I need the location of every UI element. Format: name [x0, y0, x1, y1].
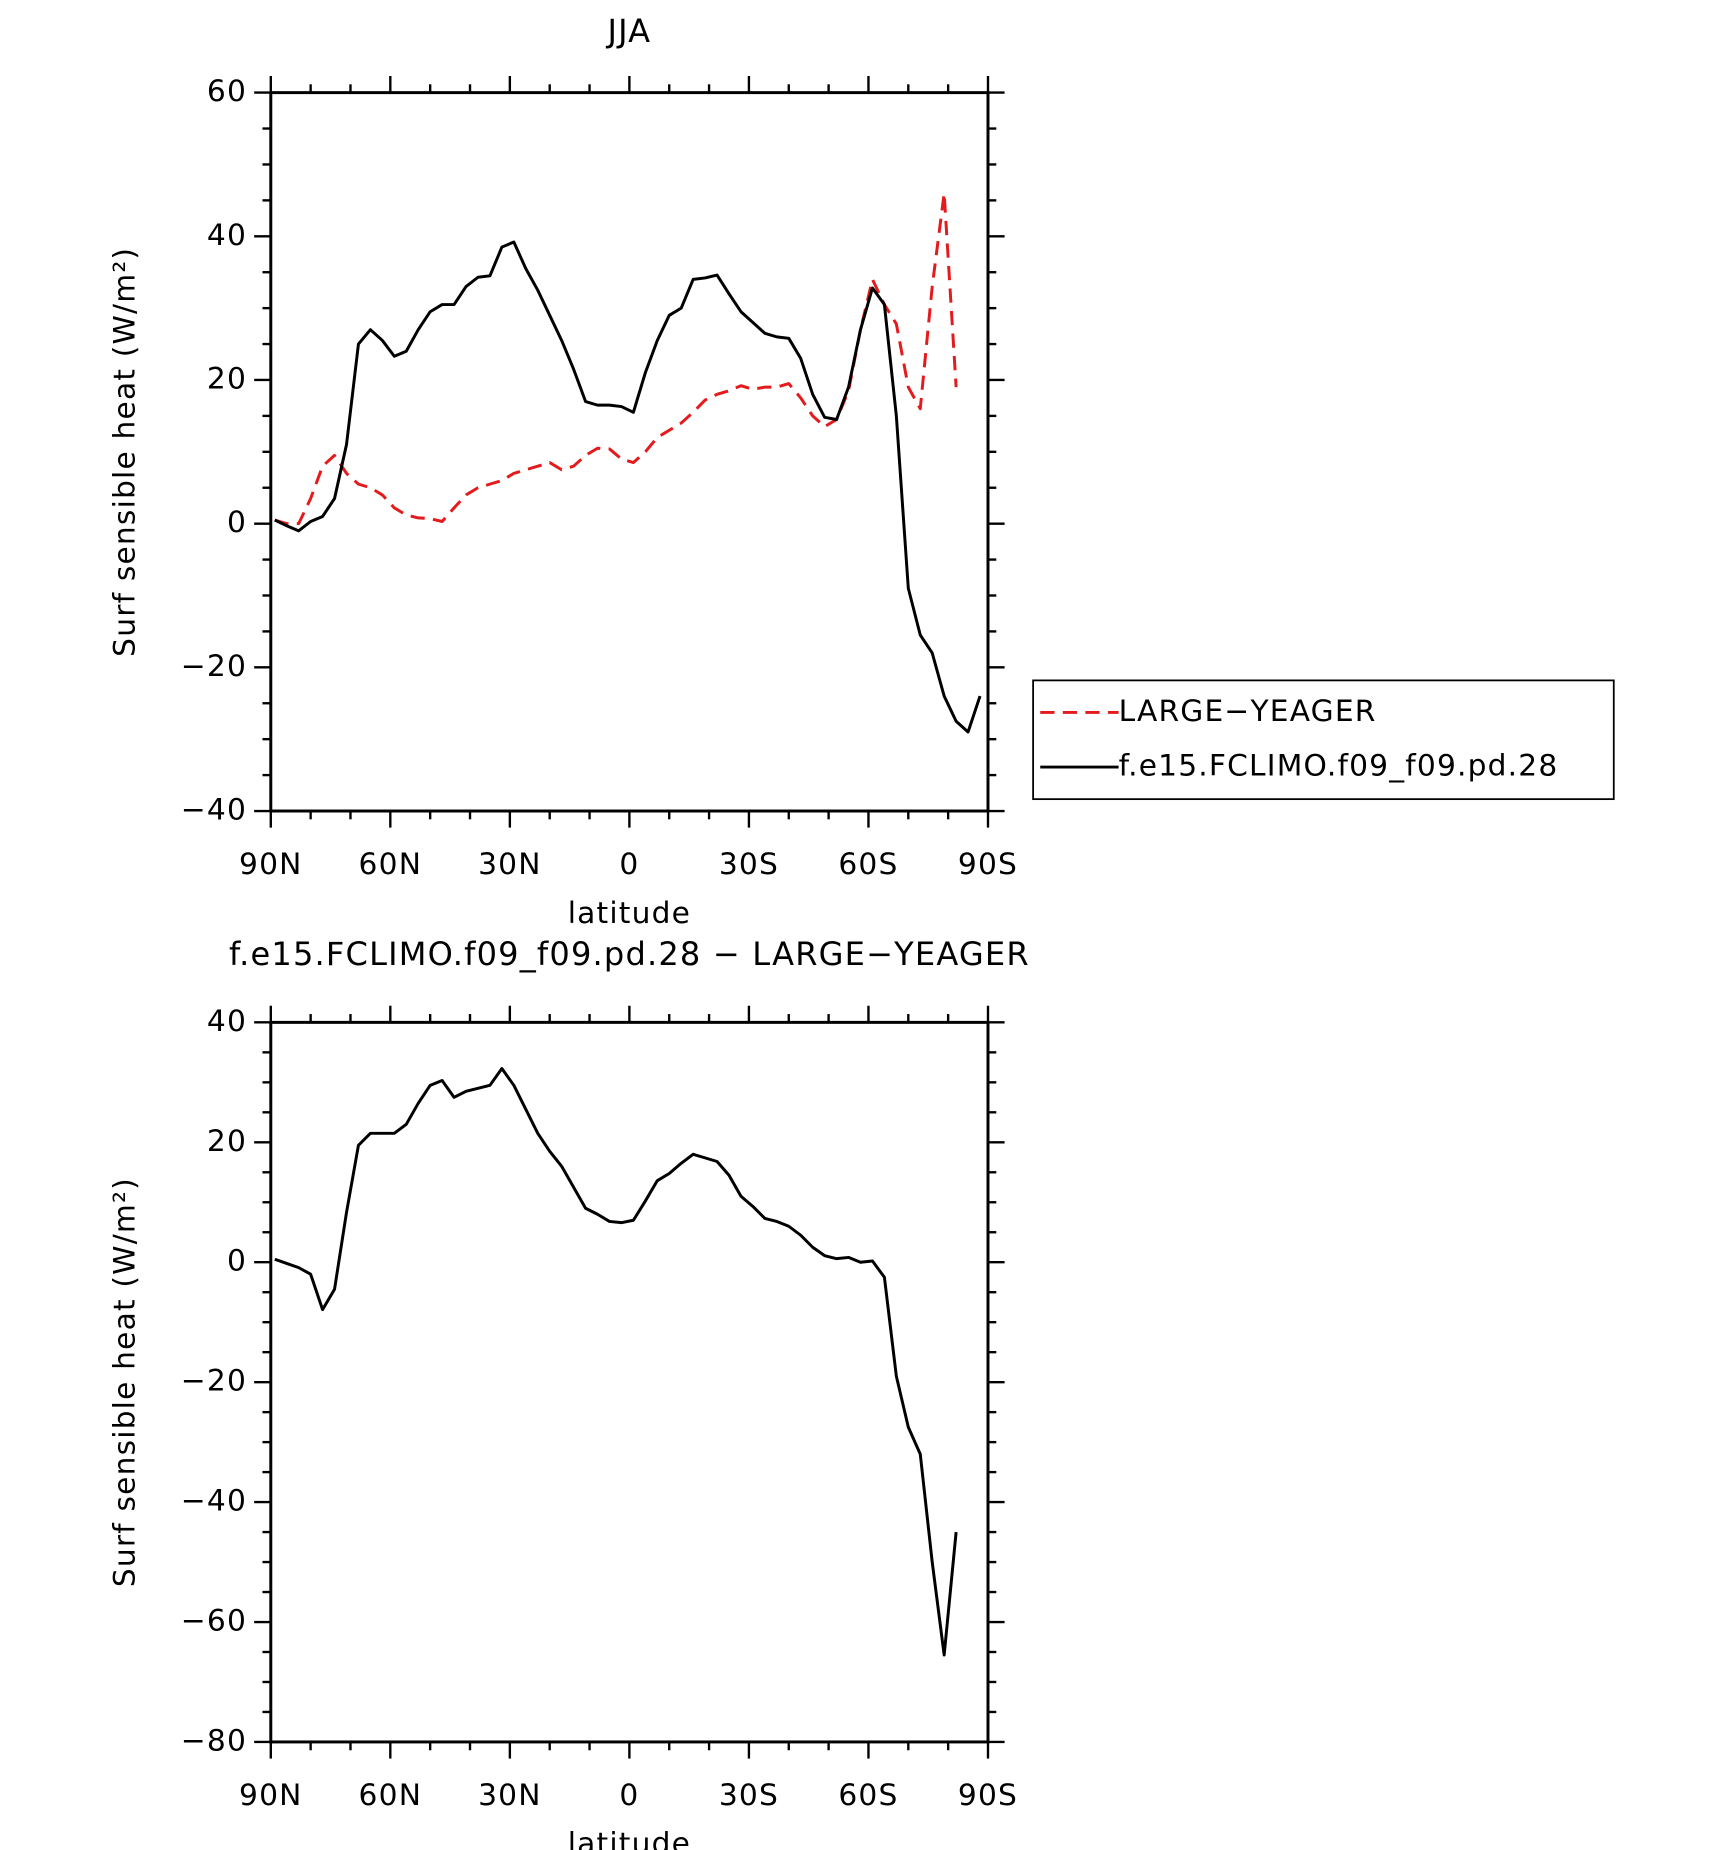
chart-title: f.e15.FCLIMO.f09_f09.pd.28 − LARGE−YEAGE… [229, 935, 1030, 973]
x-tick-label: 30N [478, 1777, 542, 1812]
legend-label: f.e15.FCLIMO.f09_f09.pd.28 [1119, 748, 1559, 783]
y-tick-label: 40 [207, 1003, 247, 1038]
y-tick-label: −60 [181, 1603, 247, 1638]
x-tick-label: 90S [958, 1777, 1018, 1812]
y-tick-label: 20 [207, 360, 247, 395]
x-tick-label: 30N [478, 846, 542, 881]
y-tick-label: 0 [227, 1243, 247, 1278]
y-axis-label: Surf sensible heat (W/m²) [106, 1177, 141, 1587]
x-tick-label: 60N [359, 1777, 423, 1812]
data-line [274, 240, 982, 734]
plot-frame [269, 91, 990, 813]
y-axis-label: Surf sensible heat (W/m²) [106, 247, 141, 657]
y-tick-label: −80 [181, 1722, 247, 1757]
chart-title: JJA [605, 12, 651, 50]
plot-frame [269, 1020, 990, 1744]
x-axis-label: latitude [568, 1826, 691, 1850]
x-tick-label: 60S [838, 1777, 898, 1812]
y-tick-label: 60 [207, 73, 247, 108]
x-tick-label: 60S [838, 846, 898, 881]
x-tick-label: 90N [239, 1777, 303, 1812]
y-tick-label: 40 [207, 217, 247, 252]
y-tick-label: −40 [181, 1483, 247, 1518]
x-tick-label: 90S [958, 846, 1018, 881]
legend-box [1032, 679, 1615, 801]
x-tick-label: 60N [359, 846, 423, 881]
y-tick-label: 20 [207, 1123, 247, 1158]
legend-label: LARGE−YEAGER [1119, 693, 1377, 728]
x-tick-label: 0 [619, 1777, 639, 1812]
data-line [274, 1067, 958, 1657]
x-axis-label: latitude [568, 895, 691, 930]
x-tick-label: 30S [719, 846, 779, 881]
x-tick-label: 0 [619, 846, 639, 881]
x-tick-label: 30S [719, 1777, 779, 1812]
y-tick-label: −20 [181, 1363, 247, 1398]
y-tick-label: 0 [227, 504, 247, 539]
x-tick-label: 90N [239, 846, 303, 881]
y-tick-label: −40 [181, 792, 247, 827]
y-tick-label: −20 [181, 648, 247, 683]
